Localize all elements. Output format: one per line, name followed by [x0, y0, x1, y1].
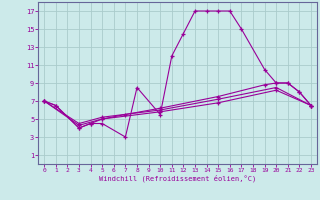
X-axis label: Windchill (Refroidissement éolien,°C): Windchill (Refroidissement éolien,°C) [99, 175, 256, 182]
